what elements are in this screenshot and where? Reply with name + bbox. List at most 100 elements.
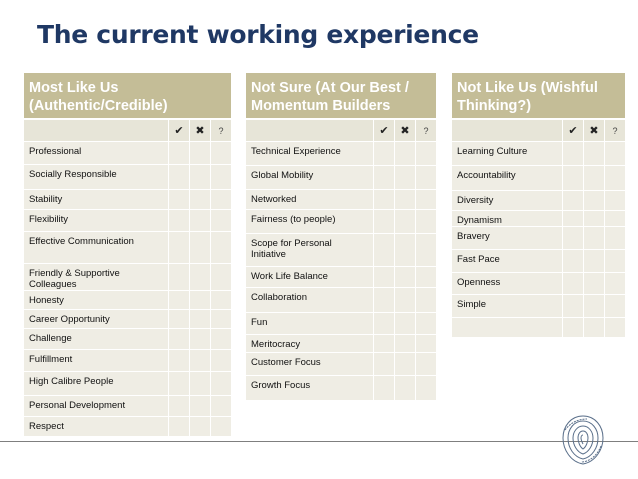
check-cell[interactable] [373, 288, 394, 312]
cross-cell[interactable] [189, 396, 210, 416]
check-cell[interactable] [168, 190, 189, 209]
cross-cell[interactable] [189, 190, 210, 209]
cross-cell[interactable] [583, 227, 604, 249]
question-cell[interactable] [210, 396, 231, 416]
question-cell[interactable] [415, 335, 436, 352]
cross-cell[interactable] [583, 166, 604, 190]
cross-cell[interactable] [583, 273, 604, 294]
check-cell[interactable] [373, 335, 394, 352]
cross-cell[interactable] [583, 191, 604, 210]
question-cell[interactable] [604, 166, 625, 190]
cross-cell[interactable] [189, 165, 210, 189]
check-cell[interactable] [562, 250, 583, 272]
check-cell[interactable] [373, 353, 394, 375]
check-cell[interactable] [373, 190, 394, 209]
check-cell[interactable] [562, 142, 583, 165]
check-cell[interactable] [168, 372, 189, 395]
question-cell[interactable] [210, 210, 231, 231]
cross-cell[interactable] [394, 166, 415, 189]
cross-cell[interactable] [394, 335, 415, 352]
check-cell[interactable] [562, 166, 583, 190]
question-cell[interactable] [210, 310, 231, 328]
check-cell[interactable] [168, 264, 189, 290]
cross-cell[interactable] [189, 329, 210, 349]
question-cell[interactable] [415, 288, 436, 312]
question-cell[interactable] [415, 313, 436, 334]
check-cell[interactable] [168, 165, 189, 189]
check-cell[interactable] [373, 234, 394, 266]
question-cell[interactable] [415, 234, 436, 266]
check-cell[interactable] [373, 267, 394, 287]
check-cell[interactable] [168, 232, 189, 263]
question-cell[interactable] [210, 417, 231, 436]
question-cell[interactable] [210, 329, 231, 349]
question-cell[interactable] [415, 166, 436, 189]
check-cell[interactable] [168, 210, 189, 231]
question-cell[interactable] [415, 210, 436, 233]
question-cell[interactable] [604, 227, 625, 249]
cross-cell[interactable] [394, 142, 415, 165]
cross-cell[interactable] [583, 142, 604, 165]
check-cell[interactable] [168, 310, 189, 328]
cross-cell[interactable] [394, 190, 415, 209]
cross-cell[interactable] [394, 288, 415, 312]
cross-cell[interactable] [189, 350, 210, 371]
check-cell[interactable] [373, 142, 394, 165]
check-cell[interactable] [562, 191, 583, 210]
cross-cell[interactable] [189, 372, 210, 395]
cross-cell[interactable] [394, 210, 415, 233]
cross-cell[interactable] [583, 250, 604, 272]
table-row: Professional [24, 141, 231, 164]
question-cell[interactable] [210, 190, 231, 209]
question-cell[interactable] [604, 318, 625, 337]
check-cell[interactable] [168, 291, 189, 309]
check-cell[interactable] [168, 417, 189, 436]
check-cell[interactable] [168, 350, 189, 371]
check-cell[interactable] [562, 211, 583, 226]
cross-cell[interactable] [189, 210, 210, 231]
question-cell[interactable] [210, 142, 231, 164]
question-cell[interactable] [210, 264, 231, 290]
question-cell[interactable] [415, 376, 436, 400]
cross-cell[interactable] [189, 232, 210, 263]
check-cell[interactable] [373, 166, 394, 189]
cross-cell[interactable] [189, 264, 210, 290]
cross-cell[interactable] [394, 234, 415, 266]
cross-cell[interactable] [394, 313, 415, 334]
cross-cell[interactable] [394, 376, 415, 400]
check-cell[interactable] [562, 227, 583, 249]
question-cell[interactable] [415, 142, 436, 165]
question-cell[interactable] [604, 211, 625, 226]
cross-cell[interactable] [189, 291, 210, 309]
question-cell[interactable] [604, 250, 625, 272]
question-cell[interactable] [415, 353, 436, 375]
question-cell[interactable] [210, 232, 231, 263]
check-cell[interactable] [373, 210, 394, 233]
check-cell[interactable] [168, 396, 189, 416]
check-cell[interactable] [168, 329, 189, 349]
question-cell[interactable] [210, 291, 231, 309]
question-cell[interactable] [604, 191, 625, 210]
check-cell[interactable] [562, 295, 583, 317]
question-cell[interactable] [210, 372, 231, 395]
cross-cell[interactable] [189, 310, 210, 328]
check-cell[interactable] [373, 376, 394, 400]
question-cell[interactable] [210, 165, 231, 189]
cross-cell[interactable] [583, 211, 604, 226]
question-cell[interactable] [604, 295, 625, 317]
check-cell[interactable] [373, 313, 394, 334]
question-cell[interactable] [210, 350, 231, 371]
cross-cell[interactable] [189, 417, 210, 436]
question-cell[interactable] [415, 267, 436, 287]
question-cell[interactable] [415, 190, 436, 209]
cross-cell[interactable] [583, 318, 604, 337]
cross-cell[interactable] [583, 295, 604, 317]
question-cell[interactable] [604, 142, 625, 165]
check-cell[interactable] [562, 318, 583, 337]
question-cell[interactable] [604, 273, 625, 294]
check-cell[interactable] [168, 142, 189, 164]
check-cell[interactable] [562, 273, 583, 294]
cross-cell[interactable] [394, 267, 415, 287]
cross-cell[interactable] [394, 353, 415, 375]
cross-cell[interactable] [189, 142, 210, 164]
